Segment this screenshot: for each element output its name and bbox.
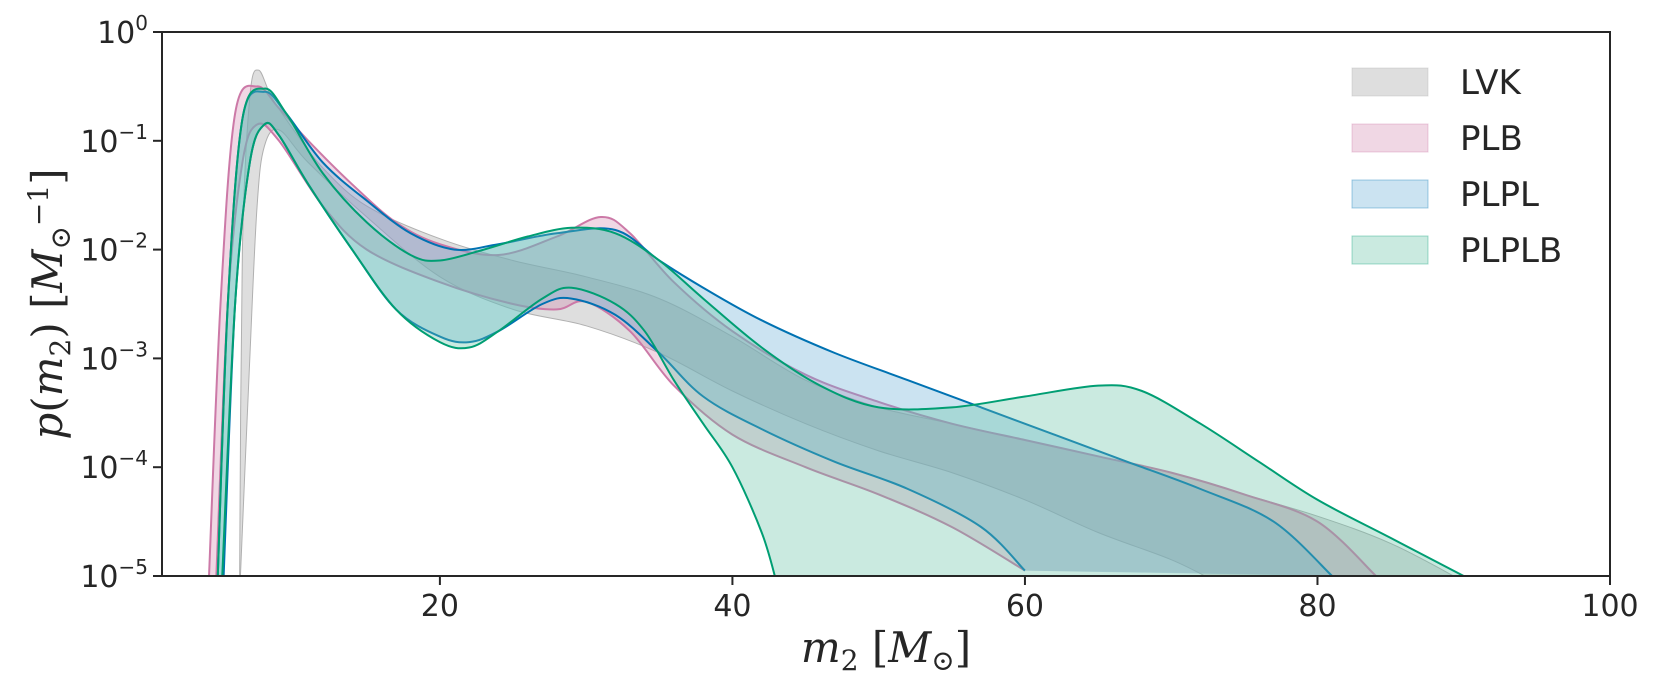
y-tick-label: 10−5 (80, 555, 148, 595)
legend-label-lvk: LVK (1460, 63, 1522, 103)
x-tick-label: 40 (713, 589, 751, 624)
band-fill-lvk (239, 70, 1454, 576)
band-upper-plplb (216, 87, 1465, 576)
legend: LVK PLB PLPL PLPLB (1351, 63, 1562, 271)
legend-label-plplb: PLPLB (1460, 231, 1562, 271)
y-tick-label: 10−2 (80, 229, 148, 269)
bands-layer (208, 69, 1465, 576)
legend-swatch-plplb (1351, 235, 1429, 265)
plot-frame (161, 31, 1611, 577)
x-tick-label: 20 (421, 589, 459, 624)
x-tick-label: 80 (1298, 589, 1336, 624)
legend-swatch-lvk (1351, 67, 1429, 97)
band-fill-plpl (217, 91, 1333, 576)
band-fill-plplb (217, 88, 1464, 576)
legend-swatch-plb (1351, 123, 1429, 153)
legend-swatch-plpl (1351, 179, 1429, 209)
y-axis-label: p(m2) [M⊙−1] (22, 168, 77, 439)
y-tick-label: 10−3 (80, 337, 148, 377)
y-tick-label: 10−1 (80, 120, 148, 160)
legend-label-plpl: PLPL (1460, 175, 1539, 215)
x-tick-label: 60 (1006, 589, 1044, 624)
band-lower-plplb (221, 121, 776, 576)
band-upper-plb (208, 84, 1377, 576)
x-axis-label: m2 [M⊙] (801, 623, 971, 677)
x-tick-label: 100 (1581, 589, 1638, 624)
y-tick-label: 100 (97, 11, 148, 51)
band-lower-lvk (239, 128, 1206, 576)
legend-label-plb: PLB (1460, 119, 1523, 159)
y-tick-label: 10−4 (80, 446, 148, 486)
band-lower-plb (215, 122, 1026, 576)
x-axis-ticks: 20 40 60 80 100 (421, 576, 1639, 624)
band-upper-plpl (216, 90, 1333, 576)
y-axis-ticks: 100 10−1 10−2 10−3 10−4 10−5 (80, 11, 162, 595)
